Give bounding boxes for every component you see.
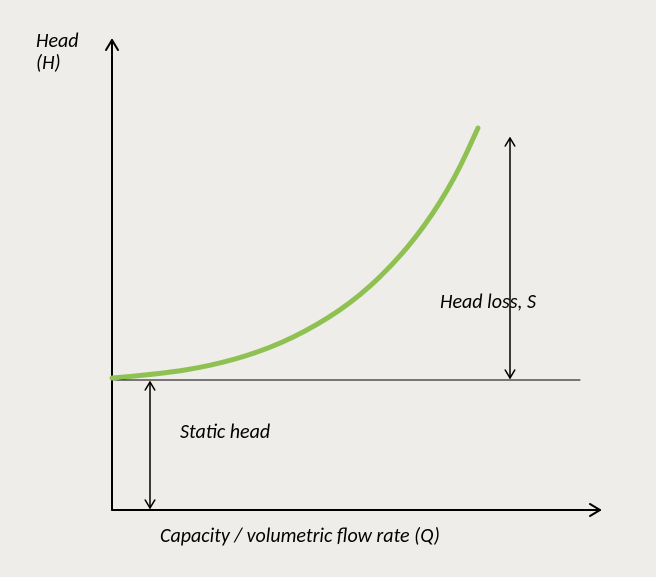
y-axis-label-line2: (H) — [36, 51, 61, 75]
head-loss-label: Head loss, S — [440, 290, 536, 314]
static-head-label: Static head — [180, 420, 270, 444]
y-axis-label-line1: Head — [36, 29, 79, 53]
x-axis-label: Capacity / volumetric flow rate (Q) — [160, 524, 440, 548]
chart-svg — [0, 0, 656, 577]
y-axis-label: Head (H) — [36, 30, 79, 74]
chart-container: Head (H) Capacity / volumetric flow rate… — [0, 0, 656, 577]
